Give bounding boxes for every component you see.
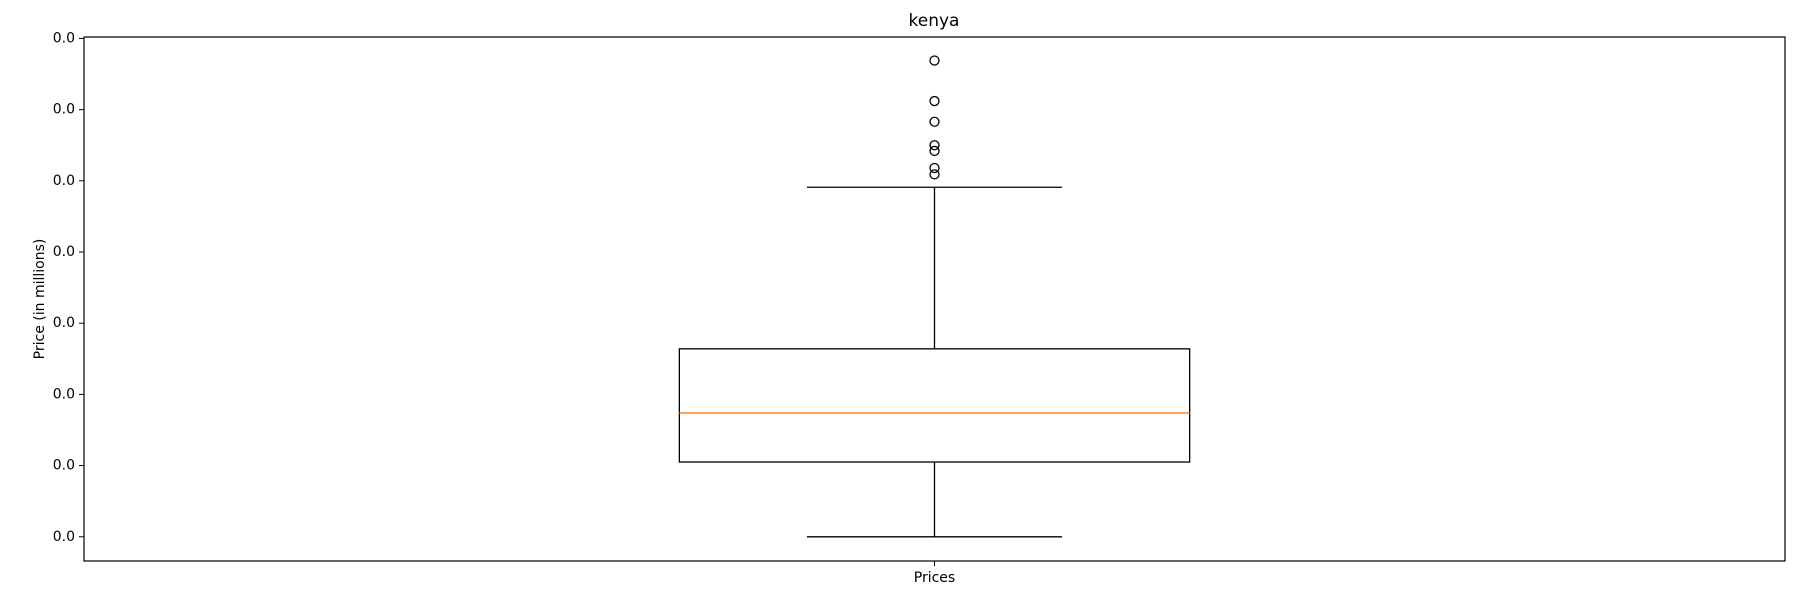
box [678, 348, 1191, 463]
y-tick-label: 0.0 [53, 244, 75, 260]
chart-title: kenya [909, 11, 960, 31]
outlier [929, 55, 940, 66]
y-tick-label: 0.0 [53, 315, 75, 331]
y-tick-label: 0.0 [53, 30, 75, 46]
outlier [929, 116, 940, 127]
outlier [929, 145, 940, 157]
y-tick-label: 0.0 [53, 386, 75, 402]
y-axis-label: Price (in millions) [32, 239, 48, 360]
y-tick-label: 0.0 [53, 529, 75, 545]
outlier [929, 95, 940, 107]
outlier [929, 169, 940, 180]
y-tick-label: 0.0 [53, 458, 75, 474]
x-tick-label: Prices [914, 570, 955, 586]
outlier [929, 162, 940, 174]
y-tick-label: 0.0 [53, 173, 75, 189]
y-tick-label: 0.0 [53, 102, 75, 118]
outlier [929, 140, 940, 151]
